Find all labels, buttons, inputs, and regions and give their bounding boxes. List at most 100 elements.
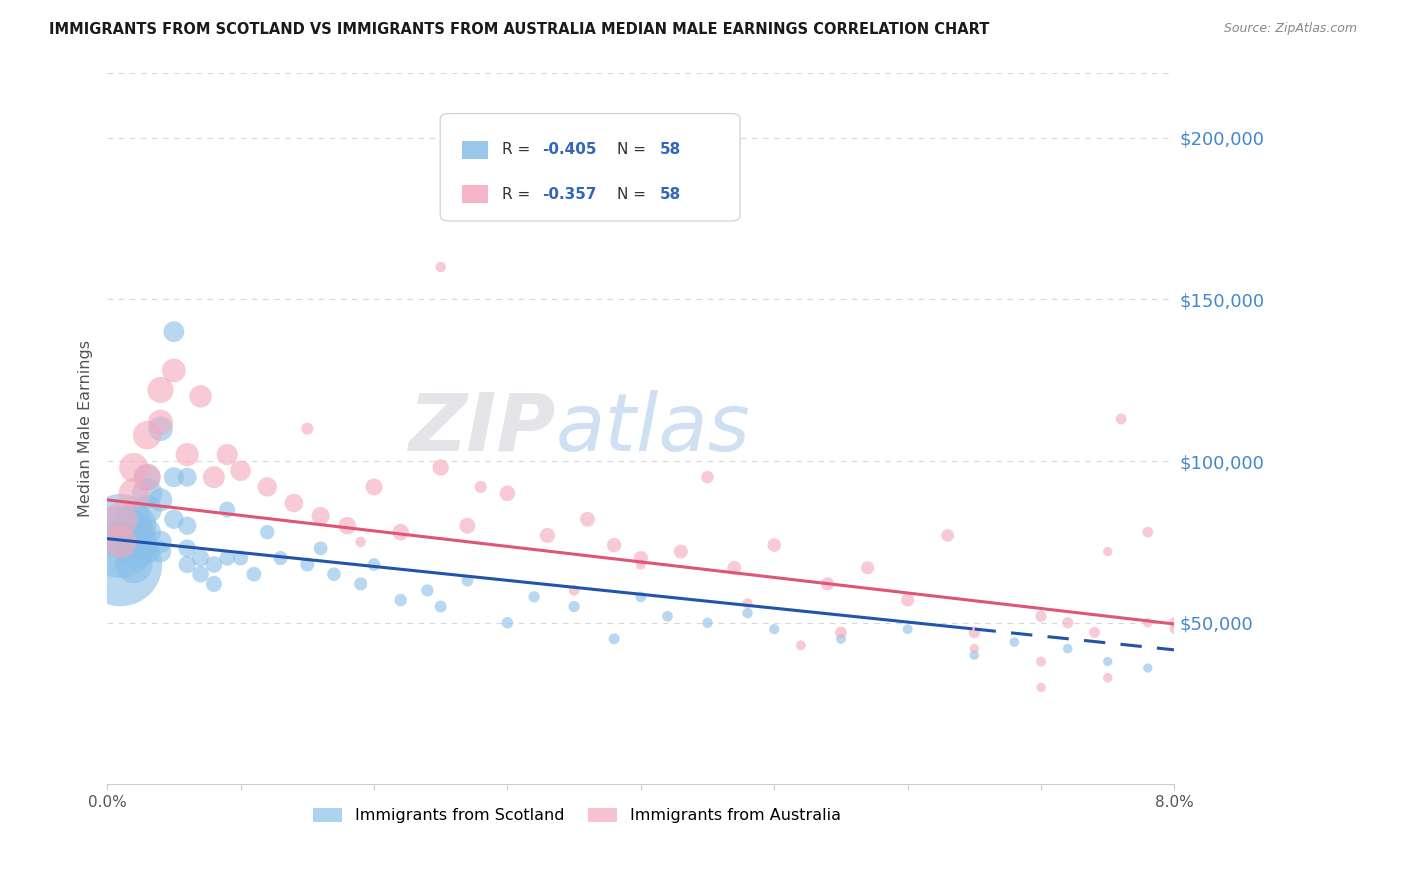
- Point: [323, 567, 346, 582]
- Point: [389, 593, 412, 607]
- Point: [122, 486, 145, 500]
- Point: [470, 480, 492, 494]
- Point: [1097, 544, 1119, 558]
- Point: [1083, 625, 1105, 640]
- Point: [630, 558, 652, 572]
- Legend: Immigrants from Scotland, Immigrants from Australia: Immigrants from Scotland, Immigrants fro…: [307, 801, 846, 830]
- Point: [363, 480, 385, 494]
- Point: [790, 638, 813, 652]
- Point: [110, 558, 132, 572]
- Text: Source: ZipAtlas.com: Source: ZipAtlas.com: [1223, 22, 1357, 36]
- Point: [723, 560, 745, 574]
- Point: [603, 632, 626, 646]
- Point: [176, 541, 198, 556]
- Point: [283, 496, 305, 510]
- Point: [1097, 671, 1119, 685]
- Point: [202, 470, 225, 484]
- Point: [1136, 525, 1159, 540]
- Point: [536, 528, 558, 542]
- Point: [122, 541, 145, 556]
- Point: [737, 606, 759, 620]
- Point: [256, 480, 278, 494]
- Point: [856, 560, 879, 574]
- Point: [122, 518, 145, 533]
- Point: [309, 541, 332, 556]
- Text: IMMIGRANTS FROM SCOTLAND VS IMMIGRANTS FROM AUSTRALIA MEDIAN MALE EARNINGS CORRE: IMMIGRANTS FROM SCOTLAND VS IMMIGRANTS F…: [49, 22, 990, 37]
- Point: [217, 448, 239, 462]
- Point: [1002, 635, 1025, 649]
- Point: [309, 508, 332, 523]
- Point: [176, 558, 198, 572]
- Point: [696, 615, 718, 630]
- Y-axis label: Median Male Earnings: Median Male Earnings: [79, 340, 93, 517]
- Point: [456, 574, 478, 588]
- Point: [163, 470, 186, 484]
- Point: [270, 551, 292, 566]
- Point: [897, 622, 920, 636]
- Point: [190, 567, 212, 582]
- Text: -0.357: -0.357: [543, 186, 598, 202]
- Point: [122, 460, 145, 475]
- Point: [176, 470, 198, 484]
- FancyBboxPatch shape: [461, 141, 488, 159]
- Point: [363, 558, 385, 572]
- Text: atlas: atlas: [555, 390, 751, 467]
- Point: [110, 534, 132, 549]
- Point: [416, 583, 439, 598]
- Point: [163, 512, 186, 526]
- Point: [336, 518, 359, 533]
- Point: [350, 577, 373, 591]
- Text: ZIP: ZIP: [408, 390, 555, 467]
- Point: [229, 551, 252, 566]
- Text: 58: 58: [659, 186, 682, 202]
- Point: [456, 518, 478, 533]
- Point: [149, 534, 172, 549]
- Point: [1056, 641, 1078, 656]
- Point: [190, 551, 212, 566]
- Point: [963, 641, 986, 656]
- Point: [763, 538, 786, 552]
- Point: [1097, 655, 1119, 669]
- Point: [176, 448, 198, 462]
- Point: [657, 609, 679, 624]
- Point: [1029, 609, 1052, 624]
- Point: [429, 460, 451, 475]
- Point: [149, 415, 172, 429]
- FancyBboxPatch shape: [440, 113, 740, 221]
- Point: [136, 525, 159, 540]
- Point: [496, 486, 519, 500]
- Point: [897, 593, 920, 607]
- Point: [122, 532, 145, 546]
- Point: [1029, 681, 1052, 695]
- Point: [429, 260, 451, 274]
- Point: [963, 648, 986, 662]
- Point: [696, 470, 718, 484]
- Point: [229, 464, 252, 478]
- Point: [297, 558, 319, 572]
- Point: [163, 363, 186, 377]
- Point: [830, 632, 852, 646]
- Point: [737, 596, 759, 610]
- Point: [136, 428, 159, 442]
- Point: [1163, 622, 1185, 636]
- Point: [136, 470, 159, 484]
- Point: [110, 518, 132, 533]
- Text: -0.405: -0.405: [543, 143, 598, 158]
- Point: [669, 544, 692, 558]
- Point: [1029, 655, 1052, 669]
- Point: [217, 502, 239, 516]
- Point: [1163, 615, 1185, 630]
- Text: N =: N =: [617, 143, 651, 158]
- Point: [202, 577, 225, 591]
- Point: [163, 325, 186, 339]
- Point: [176, 518, 198, 533]
- Point: [122, 558, 145, 572]
- Point: [429, 599, 451, 614]
- Text: R =: R =: [502, 143, 536, 158]
- Text: 58: 58: [659, 143, 682, 158]
- Point: [1136, 615, 1159, 630]
- Point: [830, 625, 852, 640]
- Point: [630, 551, 652, 566]
- Point: [149, 422, 172, 436]
- Point: [110, 512, 132, 526]
